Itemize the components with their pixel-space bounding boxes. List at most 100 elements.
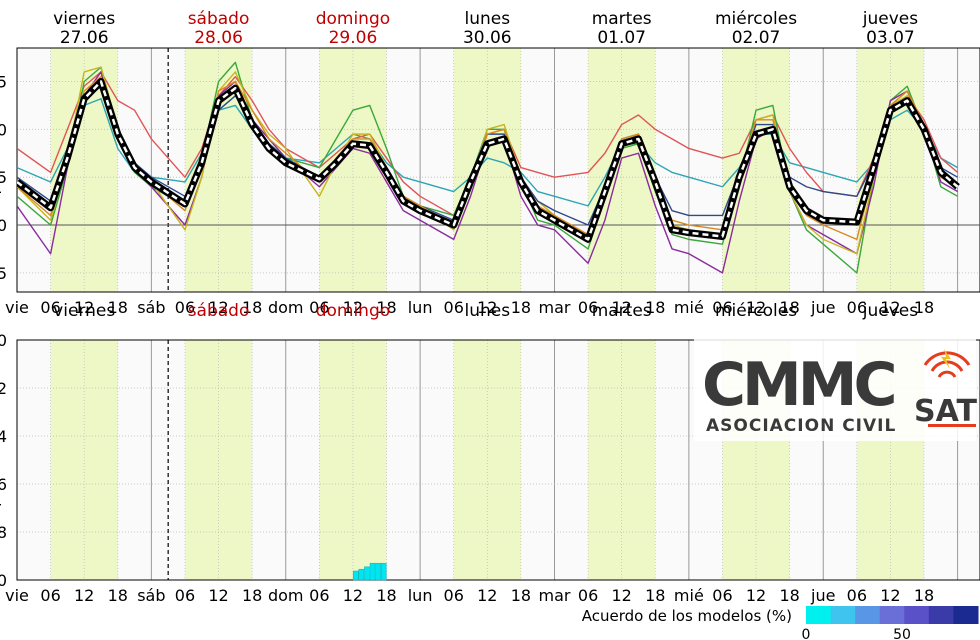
- legend-swatch: [806, 606, 832, 624]
- y-tick-label: 2.4: [0, 427, 7, 446]
- day-date: 29.06: [329, 28, 378, 48]
- x-tick-label: 06: [847, 298, 867, 317]
- x-tick-label: mié: [674, 586, 704, 605]
- day-name: martes: [592, 301, 652, 321]
- y-axis-label: Temperatura (°C): [0, 95, 2, 226]
- day-name: miércoles: [715, 9, 797, 29]
- daylight-band: [722, 48, 790, 292]
- y-tick-label: 0: [0, 216, 7, 235]
- x-tick-label: mié: [674, 298, 704, 317]
- day-name: lunes: [465, 301, 511, 321]
- x-tick-label: 06: [175, 586, 195, 605]
- day-name: viernes: [53, 301, 115, 321]
- x-tick-label: lun: [408, 298, 433, 317]
- day-date: 28.06: [194, 28, 243, 48]
- x-tick-label: 18: [511, 298, 531, 317]
- legend-swatch: [953, 606, 979, 624]
- legend-tick: 0: [802, 627, 811, 640]
- logo-wordmark: CMMC: [702, 350, 894, 420]
- x-tick-label: 06: [309, 298, 329, 317]
- x-tick-label: 06: [847, 586, 867, 605]
- x-tick-label: mar: [539, 586, 571, 605]
- x-tick-label: 12: [746, 586, 766, 605]
- series-line-model-a: [17, 98, 958, 207]
- logo-badge-underline: [928, 424, 976, 427]
- x-tick-label: 18: [779, 298, 799, 317]
- x-tick-label: 12: [880, 298, 900, 317]
- day-name: jueves: [862, 9, 918, 29]
- x-tick-label: 18: [376, 586, 396, 605]
- x-tick-label: 12: [208, 586, 228, 605]
- x-tick-label: vie: [5, 586, 29, 605]
- agreement-legend: Acuerdo de los modelos (%) 0 50: [582, 606, 979, 640]
- x-tick-label: 06: [40, 298, 60, 317]
- day-name: lunes: [465, 9, 511, 29]
- y-tick-label: 0.8: [0, 523, 7, 542]
- day-name: sábado: [188, 9, 250, 29]
- x-tick-label: dom: [268, 586, 304, 605]
- x-tick-label: 18: [242, 298, 262, 317]
- x-tick-label: mar: [539, 298, 571, 317]
- day-name: martes: [592, 9, 652, 29]
- x-tick-label: 18: [645, 298, 665, 317]
- x-tick-label: 12: [343, 586, 363, 605]
- day-date: 30.06: [463, 28, 512, 48]
- x-tick-label: 18: [108, 298, 128, 317]
- temperature-panel: -5 0 5 10 15 vie 06 12 18 sáb 06 12 18 dom 06 12 18 lun 06…: [0, 9, 980, 317]
- precip-bar: [369, 562, 376, 581]
- daylight-band: [453, 48, 521, 292]
- x-tick-label: 06: [309, 586, 329, 605]
- x-tick-label: jue: [810, 586, 835, 605]
- day-name: domingo: [316, 301, 390, 321]
- y-tick-label: 15: [0, 72, 7, 91]
- plot-frame: [16, 339, 980, 581]
- legend-tick: 50: [893, 627, 911, 640]
- y-tick-label: 0.0: [0, 571, 7, 590]
- series-line-model-e: [17, 66, 958, 255]
- legend-swatch: [879, 606, 905, 624]
- x-tick-label: 06: [578, 586, 598, 605]
- logo-badge: SAT: [914, 394, 977, 429]
- precip-bar: [380, 562, 387, 581]
- x-tick-label: 12: [611, 298, 631, 317]
- x-tick-label: 18: [376, 298, 396, 317]
- x-tick-label: vie: [5, 298, 29, 317]
- x-tick-label: 06: [444, 586, 464, 605]
- day-name: viernes: [53, 9, 115, 29]
- x-tick-label: 18: [242, 586, 262, 605]
- x-tick-label: 06: [712, 586, 732, 605]
- plot-frame: [16, 47, 980, 293]
- day-name: domingo: [316, 9, 390, 29]
- precip-bar: [375, 562, 381, 581]
- y-axis-label: Precipitación (mm/3h): [0, 377, 2, 543]
- y-tick-label: 5: [0, 168, 7, 187]
- x-tick-label: 12: [477, 586, 497, 605]
- x-tick-label: 06: [175, 298, 195, 317]
- day-date: 27.06: [60, 28, 109, 48]
- x-tick-label: 18: [511, 586, 531, 605]
- x-tick-label: 06: [40, 586, 60, 605]
- x-tick-label: 18: [914, 298, 934, 317]
- legend-swatch: [855, 606, 881, 624]
- x-tick-label: 12: [343, 298, 363, 317]
- x-tick-label: 18: [914, 586, 934, 605]
- x-tick-label: 12: [74, 298, 94, 317]
- x-tick-label: 12: [477, 298, 497, 317]
- x-tick-label: 12: [880, 586, 900, 605]
- x-tick-label: 12: [74, 586, 94, 605]
- precip-bar: [352, 570, 359, 581]
- y-tick-label: 1.6: [0, 475, 7, 494]
- x-tick-label: 18: [779, 586, 799, 605]
- series-group: [17, 61, 960, 274]
- legend-title: Acuerdo de los modelos (%): [582, 607, 792, 625]
- y-tick-label: 3.2: [0, 379, 7, 398]
- x-tick-label: lun: [408, 586, 433, 605]
- antenna-icon: [923, 349, 971, 378]
- day-name: jueves: [862, 301, 918, 321]
- x-tick-label: 18: [108, 586, 128, 605]
- day-date: 01.07: [597, 28, 646, 48]
- day-date: 03.07: [866, 28, 915, 48]
- x-tick-label: 06: [712, 298, 732, 317]
- y-tick-label: 10: [0, 120, 7, 139]
